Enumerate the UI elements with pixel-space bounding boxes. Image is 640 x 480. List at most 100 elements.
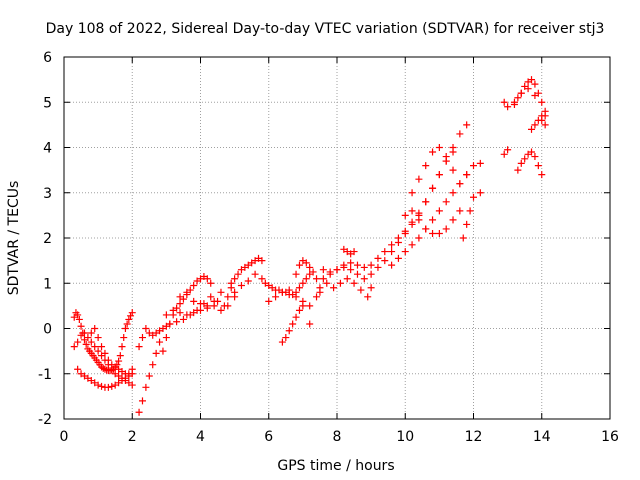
data-point bbox=[442, 153, 450, 161]
data-point bbox=[521, 155, 529, 163]
data-point bbox=[504, 103, 512, 111]
data-point bbox=[179, 315, 187, 323]
data-point bbox=[183, 288, 191, 296]
data-point bbox=[524, 85, 532, 93]
data-point bbox=[74, 311, 82, 319]
data-point bbox=[456, 130, 464, 138]
data-point bbox=[367, 270, 375, 278]
data-point bbox=[538, 171, 546, 179]
data-point bbox=[374, 263, 382, 271]
data-point bbox=[186, 311, 194, 319]
data-point bbox=[231, 288, 239, 296]
data-point bbox=[224, 293, 232, 301]
data-point bbox=[234, 270, 242, 278]
data-point bbox=[415, 234, 423, 242]
data-point bbox=[422, 225, 430, 233]
data-point bbox=[292, 313, 300, 321]
data-point bbox=[145, 372, 153, 380]
y-tick-label: 5 bbox=[43, 95, 52, 111]
data-point bbox=[120, 334, 128, 342]
data-point bbox=[159, 347, 167, 355]
data-point bbox=[149, 361, 157, 369]
data-point bbox=[408, 218, 416, 226]
grid-lines bbox=[64, 57, 610, 419]
x-tick-label: 0 bbox=[60, 429, 69, 445]
data-point bbox=[108, 382, 116, 390]
data-point bbox=[251, 270, 259, 278]
y-tick-label: -2 bbox=[38, 412, 52, 428]
data-point bbox=[381, 248, 389, 256]
data-point bbox=[203, 302, 211, 310]
data-point bbox=[152, 349, 160, 357]
y-tick-label: 6 bbox=[43, 50, 52, 66]
data-point bbox=[193, 306, 201, 314]
data-point bbox=[470, 193, 477, 201]
data-point bbox=[415, 209, 423, 217]
data-point bbox=[319, 266, 327, 274]
data-point bbox=[309, 268, 317, 276]
data-point bbox=[176, 293, 184, 301]
data-point bbox=[128, 365, 136, 373]
data-point bbox=[84, 334, 92, 342]
data-point bbox=[91, 343, 99, 351]
data-point bbox=[116, 352, 124, 360]
chart-title: Day 108 of 2022, Sidereal Day-to-day VTE… bbox=[46, 21, 605, 37]
data-point bbox=[91, 325, 99, 332]
data-point bbox=[326, 268, 334, 276]
data-point bbox=[74, 365, 82, 373]
data-point bbox=[135, 408, 143, 416]
data-point bbox=[343, 275, 351, 283]
data-point bbox=[121, 325, 129, 332]
data-point bbox=[127, 312, 135, 320]
data-point bbox=[190, 282, 198, 290]
data-point bbox=[278, 338, 286, 346]
data-point bbox=[156, 338, 164, 346]
data-point bbox=[353, 270, 361, 278]
data-point bbox=[302, 259, 310, 267]
data-point bbox=[292, 270, 300, 278]
y-tick-label: 3 bbox=[43, 186, 52, 202]
data-point bbox=[203, 275, 211, 283]
data-point bbox=[330, 284, 338, 292]
data-point bbox=[360, 275, 368, 283]
x-tick-label: 14 bbox=[533, 429, 551, 445]
data-point bbox=[217, 288, 225, 296]
data-point bbox=[429, 148, 437, 156]
data-point bbox=[302, 275, 310, 283]
data-point bbox=[285, 286, 293, 294]
y-tick-label: 0 bbox=[43, 322, 52, 338]
data-point bbox=[323, 279, 331, 287]
data-point bbox=[381, 257, 389, 265]
data-point bbox=[292, 293, 300, 301]
data-point bbox=[295, 261, 303, 269]
data-point bbox=[306, 320, 314, 328]
data-point bbox=[367, 284, 375, 292]
data-point bbox=[504, 146, 512, 154]
data-point bbox=[463, 220, 471, 228]
x-axis-label: GPS time / hours bbox=[277, 458, 394, 474]
y-tick-label: -1 bbox=[38, 367, 52, 383]
y-tick-label: 1 bbox=[43, 276, 52, 292]
data-point bbox=[528, 76, 536, 84]
data-point bbox=[442, 225, 450, 233]
data-point bbox=[162, 311, 170, 319]
x-tick-label: 8 bbox=[333, 429, 342, 445]
data-point bbox=[408, 241, 416, 249]
data-point bbox=[388, 241, 396, 249]
data-point bbox=[466, 207, 474, 215]
data-point bbox=[435, 171, 443, 179]
data-point bbox=[534, 116, 542, 124]
data-point bbox=[169, 306, 177, 314]
data-point bbox=[285, 327, 293, 335]
data-point bbox=[367, 261, 375, 269]
data-point bbox=[435, 207, 443, 215]
data-point bbox=[456, 180, 464, 188]
data-point bbox=[176, 300, 184, 308]
data-point bbox=[422, 198, 430, 206]
data-point bbox=[244, 277, 252, 285]
data-point bbox=[138, 334, 146, 342]
data-point bbox=[442, 198, 450, 206]
data-point bbox=[125, 315, 133, 323]
data-point bbox=[313, 293, 321, 301]
